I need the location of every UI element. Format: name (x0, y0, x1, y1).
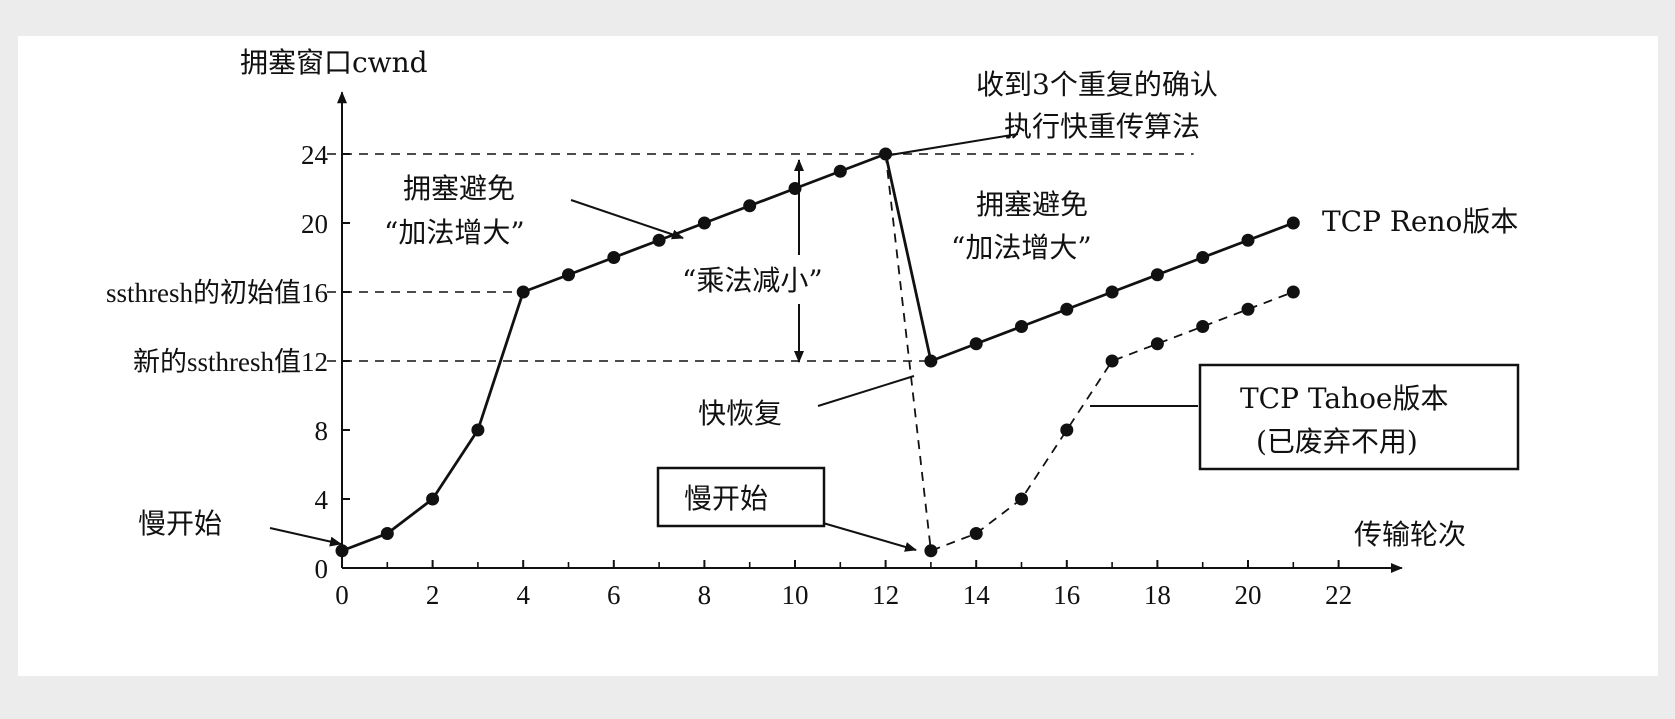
tahoe-box (1198, 363, 1520, 471)
reference-lines (327, 153, 1194, 362)
annotations: 慢开始 拥塞避免 “加法增大” “乘法减小” 收到3个重复的确认 执行快重传算法… (138, 46, 1520, 552)
x-tick-label-4: 4 (516, 580, 530, 610)
series-0-point-13 (924, 354, 938, 368)
dup-ack-label-2: 执行快重传算法 (1004, 110, 1200, 143)
series-line-1 (884, 153, 1294, 552)
y-ticks: 0 4 8 新的ssthresh值12 ssthresh的初始值16 20 24 (106, 140, 350, 584)
x-tick-label-8: 8 (698, 580, 712, 610)
series-1-point-20 (1241, 302, 1255, 316)
series-0-point-20 (1241, 233, 1255, 247)
series-1-point-21 (1286, 285, 1300, 299)
series-0-point-18 (1150, 268, 1164, 282)
series-0-point-8 (697, 216, 711, 230)
x-tick-label-0: 0 (335, 580, 349, 610)
slow-start-left-arrow (269, 527, 342, 547)
series-0-point-15 (1015, 320, 1028, 333)
y-tick-label-16: ssthresh的初始值16 (106, 278, 328, 308)
series-0-point-2 (426, 492, 440, 506)
y-axis-label: 拥塞窗口cwnd (240, 46, 428, 79)
slow-start-left-label: 慢开始 (138, 507, 222, 540)
x-tick-label-18: 18 (1144, 580, 1171, 610)
series-0-point-21 (1286, 216, 1300, 230)
y-tick-label-20: 20 (301, 209, 328, 239)
ca-right-label-1: 拥塞避免 (976, 188, 1088, 221)
series-line-0 (341, 152, 1294, 553)
x-tick-label-10: 10 (782, 580, 809, 610)
cwnd-chart: 0 2 4 6 8 10 12 14 16 18 20 22 048新的ssthresh值12ssth… (106, 46, 1520, 610)
series-group (335, 147, 1300, 558)
x-tick-label-6: 6 (607, 580, 621, 610)
slow-start-box (656, 466, 826, 528)
x-tick-label-16: 16 (1053, 580, 1080, 610)
x-tick-label-12: 12 (872, 580, 899, 610)
y-tick-label-12: 新的ssthresh值12 (133, 347, 328, 377)
series-0-point-7 (652, 233, 666, 247)
fast-recovery-leader (817, 375, 915, 407)
series-0-point-4 (516, 285, 530, 299)
x-tick-label-20: 20 (1235, 580, 1262, 610)
tahoe-label-2: (已废弃不用) (1256, 425, 1418, 458)
series-0-point-0 (335, 544, 349, 558)
series-0-point-5 (562, 268, 575, 282)
tahoe-label-1: TCP Tahoe版本 (1240, 382, 1449, 415)
ca-right-label-2: “加法增大” (951, 231, 1092, 264)
x-tick-label-22: 22 (1325, 580, 1352, 610)
ca-left-label-1: 拥塞避免 (403, 172, 515, 205)
ca-left-label-2: “加法增大” (384, 216, 525, 249)
series-1-point-19 (1196, 320, 1210, 333)
series-1-point-18 (1150, 337, 1164, 351)
series-1-point-14 (969, 527, 983, 540)
series-1-point-17 (1105, 354, 1119, 368)
slow-start-box-label: 慢开始 (684, 482, 768, 515)
y-tick-label-8: 8 (315, 416, 329, 446)
x-tick-label-2: 2 (426, 580, 440, 610)
dup-ack-label-1: 收到3个重复的确认 (976, 68, 1218, 101)
x-tick-label-14: 14 (963, 580, 991, 610)
series-0-point-16 (1060, 302, 1074, 316)
reno-label: TCP Reno版本 (1322, 205, 1518, 238)
series-1-point-16 (1060, 423, 1074, 437)
slow-start-box-arrow (822, 522, 917, 552)
series-1-point-15 (1015, 492, 1028, 506)
series-0-point-17 (1105, 285, 1119, 299)
series-0-point-19 (1196, 251, 1210, 264)
series-0-point-9 (743, 199, 757, 213)
series-0-point-3 (471, 423, 485, 437)
y-tick-label-24: 24 (301, 140, 329, 170)
axes (337, 91, 1403, 573)
series-0-point-6 (607, 251, 621, 264)
y-tick-label-4: 4 (315, 485, 329, 515)
series-0-point-1 (380, 527, 394, 540)
md-label: “乘法减小” (682, 264, 823, 297)
dup-ack-leader (883, 133, 1019, 157)
series-0-point-14 (969, 337, 983, 351)
series-0-point-11 (833, 164, 847, 178)
series-1-point-13 (924, 544, 938, 558)
y-tick-label-0: 0 (315, 554, 329, 584)
x-axis-label: 传输轮次 (1354, 518, 1466, 551)
chart-frame: 0 2 4 6 8 10 12 14 16 18 20 22 0 4 8 新的ssthresh值12 ssth… (18, 36, 1658, 676)
ca-left-arrow (570, 199, 684, 240)
x-ticks: 0 2 4 6 8 10 12 14 16 18 20 22 (335, 560, 1352, 610)
fast-recovery-label: 快恢复 (698, 397, 782, 430)
